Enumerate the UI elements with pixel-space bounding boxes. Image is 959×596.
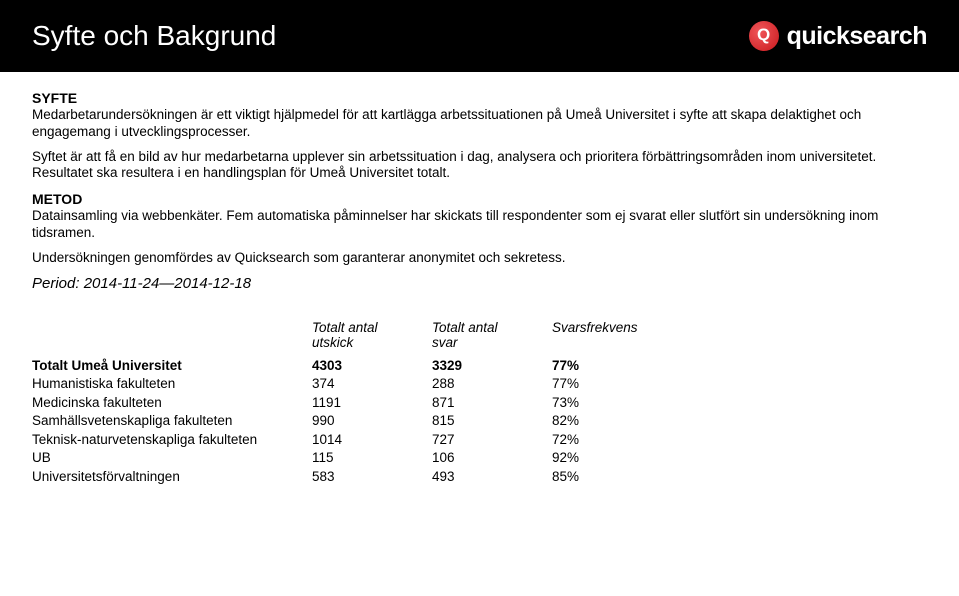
table-cell-svar: 727 bbox=[432, 431, 552, 449]
table-cell-svar: 106 bbox=[432, 449, 552, 467]
table-row-label: UB bbox=[32, 449, 312, 467]
th-freq-text: Svarsfrekvens bbox=[552, 320, 638, 335]
table-cell-svar: 288 bbox=[432, 375, 552, 393]
page-title: Syfte och Bakgrund bbox=[32, 20, 276, 52]
logo-icon: Q bbox=[749, 21, 779, 51]
table-row-label: Medicinska fakulteten bbox=[32, 394, 312, 412]
th-svar-line2: svar bbox=[432, 335, 458, 350]
table-cell-svar: 871 bbox=[432, 394, 552, 412]
table-cell-utskick: 1191 bbox=[312, 394, 432, 412]
content: SYFTE Medarbetarundersökningen är ett vi… bbox=[0, 72, 959, 486]
table-row-label: Totalt Umeå Universitet bbox=[32, 357, 312, 375]
table-cell-freq: 82% bbox=[552, 412, 672, 430]
metod-p1: Datainsamling via webbenkäter. Fem autom… bbox=[32, 208, 927, 241]
th-utskick-line2: utskick bbox=[312, 335, 353, 350]
syfte-p2: Syftet är att få en bild av hur medarbet… bbox=[32, 149, 927, 182]
table-cell-svar: 815 bbox=[432, 412, 552, 430]
th-svar-line1: Totalt antal bbox=[432, 320, 498, 335]
table-cell-utskick: 4303 bbox=[312, 357, 432, 375]
th-utskick-line1: Totalt antal bbox=[312, 320, 378, 335]
table-cell-svar: 3329 bbox=[432, 357, 552, 375]
th-freq: Svarsfrekvens bbox=[552, 320, 672, 357]
table-cell-utskick: 115 bbox=[312, 449, 432, 467]
metod-p2: Undersökningen genomfördes av Quicksearc… bbox=[32, 250, 927, 266]
syfte-heading: SYFTE bbox=[32, 90, 927, 107]
th-utskick: Totalt antal utskick bbox=[312, 320, 432, 357]
table-cell-svar: 493 bbox=[432, 468, 552, 486]
brand-logo: Q quicksearch bbox=[749, 21, 927, 51]
table-cell-freq: 92% bbox=[552, 449, 672, 467]
table-row-label: Universitetsförvaltningen bbox=[32, 468, 312, 486]
table-cell-freq: 77% bbox=[552, 375, 672, 393]
syfte-p1: Medarbetarundersökningen är ett viktigt … bbox=[32, 107, 927, 140]
table-cell-freq: 72% bbox=[552, 431, 672, 449]
table-cell-utskick: 1014 bbox=[312, 431, 432, 449]
table-cell-freq: 85% bbox=[552, 468, 672, 486]
table-cell-utskick: 583 bbox=[312, 468, 432, 486]
th-svar: Totalt antal svar bbox=[432, 320, 552, 357]
table-cell-freq: 73% bbox=[552, 394, 672, 412]
header: Syfte och Bakgrund Q quicksearch bbox=[0, 0, 959, 72]
logo-text: quicksearch bbox=[787, 22, 927, 51]
table-row-label: Teknisk-naturvetenskapliga fakulteten bbox=[32, 431, 312, 449]
table-cell-freq: 77% bbox=[552, 357, 672, 375]
period-text: Period: 2014-11-24—2014-12-18 bbox=[32, 275, 927, 293]
table-cell-utskick: 990 bbox=[312, 412, 432, 430]
table-cell-utskick: 374 bbox=[312, 375, 432, 393]
th-empty bbox=[32, 320, 312, 357]
metod-heading: METOD bbox=[32, 191, 927, 208]
response-table: Totalt antal utskick Totalt antal svar S… bbox=[32, 320, 927, 486]
logo-glyph: Q bbox=[757, 25, 770, 45]
table-row-label: Samhällsvetenskapliga fakulteten bbox=[32, 412, 312, 430]
table-row-label: Humanistiska fakulteten bbox=[32, 375, 312, 393]
